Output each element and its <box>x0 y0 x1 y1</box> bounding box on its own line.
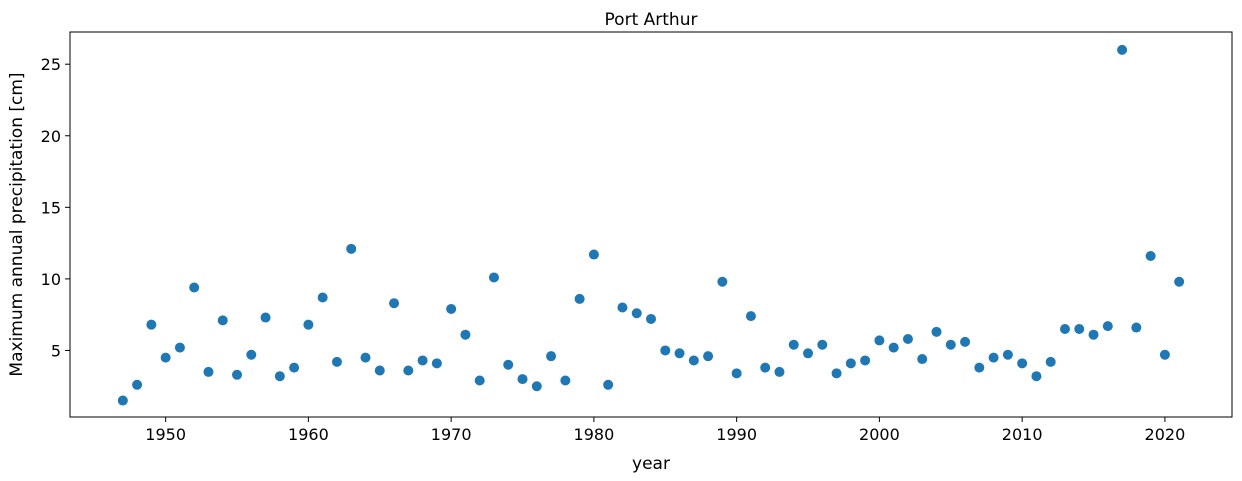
data-point <box>1102 321 1113 332</box>
y-axis-ticks: 5 10 15 20 25 <box>41 55 70 360</box>
data-point <box>531 381 542 392</box>
data-point <box>189 282 200 293</box>
data-point <box>888 342 899 353</box>
x-tick-label: 2010 <box>1002 425 1043 444</box>
x-tick-label: 1990 <box>716 425 757 444</box>
data-point <box>389 298 400 309</box>
data-point <box>417 355 428 366</box>
data-point <box>960 336 971 347</box>
data-point <box>117 395 128 406</box>
data-point <box>974 362 985 373</box>
data-point <box>517 374 528 385</box>
data-point <box>374 365 385 376</box>
data-point <box>1031 371 1042 382</box>
data-point <box>588 249 599 260</box>
data-point <box>945 339 956 350</box>
data-point <box>360 352 371 363</box>
y-tick-label: 20 <box>41 127 61 146</box>
data-point <box>688 355 699 366</box>
y-tick-label: 15 <box>41 198 61 217</box>
data-point <box>217 315 228 326</box>
data-point <box>503 359 514 370</box>
data-point <box>902 333 913 344</box>
data-point <box>917 354 928 365</box>
data-point <box>574 293 585 304</box>
x-axis-label: year <box>632 454 670 474</box>
data-point <box>831 368 842 379</box>
data-point <box>446 303 457 314</box>
data-point <box>160 352 171 363</box>
x-tick-label: 2020 <box>1145 425 1186 444</box>
data-point <box>146 319 157 330</box>
data-point <box>874 335 885 346</box>
data-point <box>617 302 628 313</box>
plot-frame <box>69 31 1233 418</box>
data-point <box>988 352 999 363</box>
data-point <box>232 369 243 380</box>
data-point <box>803 348 814 359</box>
data-point <box>703 351 714 362</box>
y-tick-label: 25 <box>41 55 61 74</box>
data-points <box>117 44 1185 406</box>
data-point <box>274 371 285 382</box>
data-point <box>1002 349 1013 360</box>
data-point <box>331 356 342 367</box>
data-point <box>488 272 499 283</box>
data-point <box>203 366 214 377</box>
data-point <box>289 362 300 373</box>
data-point <box>317 292 328 303</box>
data-point <box>1117 44 1128 55</box>
data-point <box>403 365 414 376</box>
data-point <box>546 351 557 362</box>
x-tick-label: 1980 <box>574 425 615 444</box>
data-point <box>660 345 671 356</box>
data-point <box>1131 322 1142 333</box>
data-point <box>346 243 357 254</box>
data-point <box>174 342 185 353</box>
data-point <box>132 379 143 390</box>
y-axis-label: Maximum annual precipitation [cm] <box>7 72 27 376</box>
data-point <box>603 379 614 390</box>
x-tick-label: 1950 <box>145 425 186 444</box>
data-point <box>788 339 799 350</box>
data-point <box>817 339 828 350</box>
data-point <box>931 326 942 337</box>
data-point <box>246 349 257 360</box>
chart-title: Port Arthur <box>605 10 698 30</box>
data-point <box>1088 329 1099 340</box>
data-point <box>1145 250 1156 261</box>
data-point <box>1059 323 1070 334</box>
data-point <box>260 312 271 323</box>
x-tick-label: 1960 <box>288 425 329 444</box>
data-point <box>1017 358 1028 369</box>
data-point <box>474 375 485 386</box>
data-point <box>717 276 728 287</box>
data-point <box>860 355 871 366</box>
data-point <box>460 329 471 340</box>
data-point <box>1159 349 1170 360</box>
data-point <box>631 308 642 319</box>
data-point <box>731 368 742 379</box>
x-tick-label: 1970 <box>431 425 472 444</box>
data-point <box>560 375 571 386</box>
y-tick-label: 5 <box>51 341 61 360</box>
data-point <box>646 313 656 324</box>
data-point <box>303 319 314 330</box>
data-point <box>674 348 685 359</box>
data-point <box>1045 356 1056 367</box>
data-point <box>1174 276 1185 287</box>
x-tick-label: 2000 <box>859 425 900 444</box>
data-point <box>745 311 756 322</box>
data-point <box>431 358 442 369</box>
data-point <box>845 358 856 369</box>
data-point <box>774 366 785 377</box>
y-tick-label: 10 <box>41 270 61 289</box>
x-axis-ticks: 1950 1960 1970 1980 1990 2000 2010 2020 <box>145 417 1185 444</box>
data-point <box>760 362 771 373</box>
data-point <box>1074 323 1085 334</box>
